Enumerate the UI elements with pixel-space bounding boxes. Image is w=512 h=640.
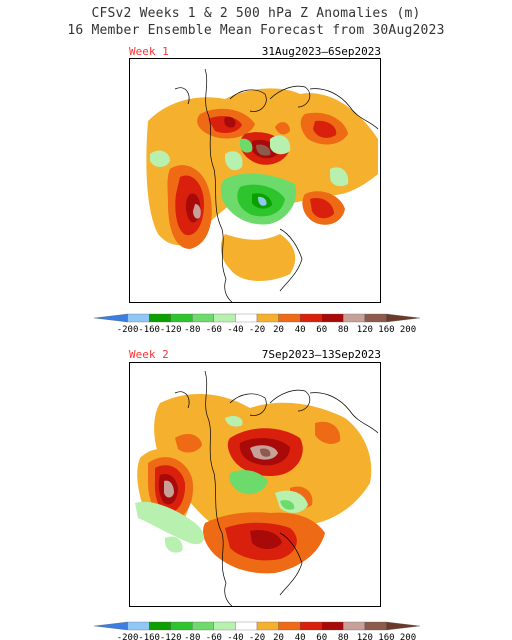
colorbar-tick-label: 40 [295,325,306,334]
colorbar-swatch [343,313,366,323]
colorbar-swatch [278,621,301,631]
week1-label: Week 1 [129,45,169,58]
colorbar-swatch [299,313,322,323]
week2-map-panel [129,362,381,607]
colorbar-swatch [343,621,366,631]
colorbar-swatch [321,621,344,631]
week1-anomaly-map [146,68,379,302]
colorbar-swatch [364,621,387,631]
week2-positive-anomalies [137,393,372,574]
week2-date-range: 7Sep2023–13Sep2023 [261,348,381,361]
colorbar-tick-label: 160 [378,633,394,640]
colorbar-tick-label: -120 [160,633,182,640]
week2-colorbar: -200 -160 -120 -80 -60 -40 -20 20 40 60 80 120 160 20… [93,621,421,640]
week1-date-range: 31Aug2023–6Sep2023 [261,45,381,58]
colorbar-swatch [148,313,171,323]
colorbar-tick-label: -160 [138,633,160,640]
colorbar-tick-label: 120 [357,325,373,334]
colorbar-tick-label: -200 [117,325,139,334]
week2-label: Week 2 [129,348,169,361]
figure-subtitle: 16 Member Ensemble Mean Forecast from 30… [67,23,445,38]
colorbar-swatch [93,621,128,631]
colorbar-swatch [235,621,258,631]
colorbar-tick-label: 80 [338,325,349,334]
colorbar-tick-label: -40 [227,325,243,334]
colorbar-tick-label: 200 [400,633,416,640]
colorbar-tick-label: -20 [249,325,265,334]
week1-negative-anomalies [150,135,349,225]
colorbar-tick-label: -120 [160,325,182,334]
colorbar-tick-label: -80 [184,633,200,640]
colorbar-tick-label: 40 [295,633,306,640]
week2-negative-anomalies [135,415,308,553]
colorbar-tick-label: -40 [227,633,243,640]
week2-coastlines [174,370,379,606]
week1-coastlines [174,68,379,302]
colorbar-swatch [170,621,193,631]
colorbar-swatch [148,621,171,631]
colorbar-tick-label: 120 [357,633,373,640]
colorbar-swatch [235,313,258,323]
colorbar-swatch [364,313,387,323]
week1-map-panel [129,58,381,303]
colorbar-tick-label: -160 [138,325,160,334]
week1-positive-anomalies [146,88,378,281]
colorbar-tick-label: -20 [249,633,265,640]
colorbar-tick-label: 20 [273,633,284,640]
colorbar-swatch [256,621,279,631]
colorbar-tick-label: -60 [206,633,222,640]
colorbar-tick-label: 20 [273,325,284,334]
colorbar-swatch [321,313,344,323]
colorbar-tick-label: 80 [338,633,349,640]
colorbar-tick-label: -200 [117,633,139,640]
colorbar-tick-label: 60 [316,633,327,640]
week2-anomaly-map [135,370,379,606]
colorbar-swatch [127,621,150,631]
week1-colorbar: -200 -160 -120 -80 -60 -40 -20 20 40 60 80 120 160 20… [93,313,421,334]
colorbar-swatch [278,313,301,323]
colorbar-swatch [386,621,421,631]
colorbar-swatch [256,313,279,323]
colorbar-swatch [170,313,193,323]
colorbar-swatch [213,313,236,323]
colorbar-swatch [127,313,150,323]
colorbar-swatch [93,313,128,323]
colorbar-tick-label: 200 [400,325,416,334]
colorbar-tick-label: -80 [184,325,200,334]
colorbar-swatch [192,313,215,323]
colorbar-swatch [213,621,236,631]
colorbar-tick-label: -60 [206,325,222,334]
colorbar-swatch [299,621,322,631]
colorbar-swatch [386,313,421,323]
figure-title: CFSv2 Weeks 1 & 2 500 hPa Z Anomalies (m… [91,6,421,21]
colorbar-swatch [192,621,215,631]
colorbar-tick-label: 160 [378,325,394,334]
colorbar-tick-label: 60 [316,325,327,334]
